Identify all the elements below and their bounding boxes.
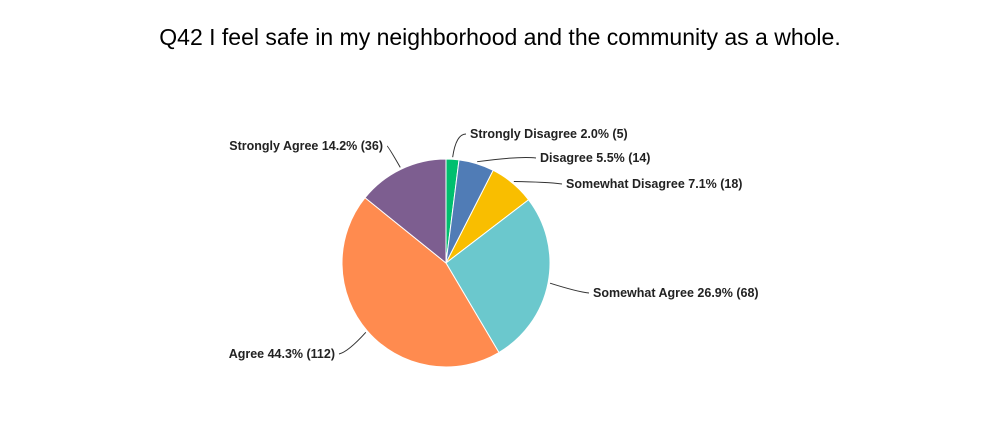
slice-label-somewhat-agree: Somewhat Agree 26.9% (68)	[593, 286, 759, 300]
leader-line	[452, 133, 467, 158]
leader-line	[477, 156, 537, 163]
slice-label-disagree: Disagree 5.5% (14)	[540, 151, 650, 165]
slice-label-agree: Agree 44.3% (112)	[229, 347, 335, 361]
leader-line	[513, 181, 563, 185]
slice-label-strongly-disagree: Strongly Disagree 2.0% (5)	[470, 127, 628, 141]
leader-line	[386, 145, 401, 168]
leader-line	[338, 332, 367, 355]
slice-label-somewhat-disagree: Somewhat Disagree 7.1% (18)	[566, 177, 742, 191]
pie-slice-agree	[341, 197, 500, 368]
chart-title: Q42 I feel safe in my neighborhood and t…	[159, 24, 841, 50]
pie-slice-somewhat-agree	[445, 199, 551, 354]
pie-slice-strongly-agree	[364, 158, 447, 265]
leader-line	[549, 282, 590, 294]
slice-label-strongly-agree: Strongly Agree 14.2% (36)	[229, 139, 383, 153]
